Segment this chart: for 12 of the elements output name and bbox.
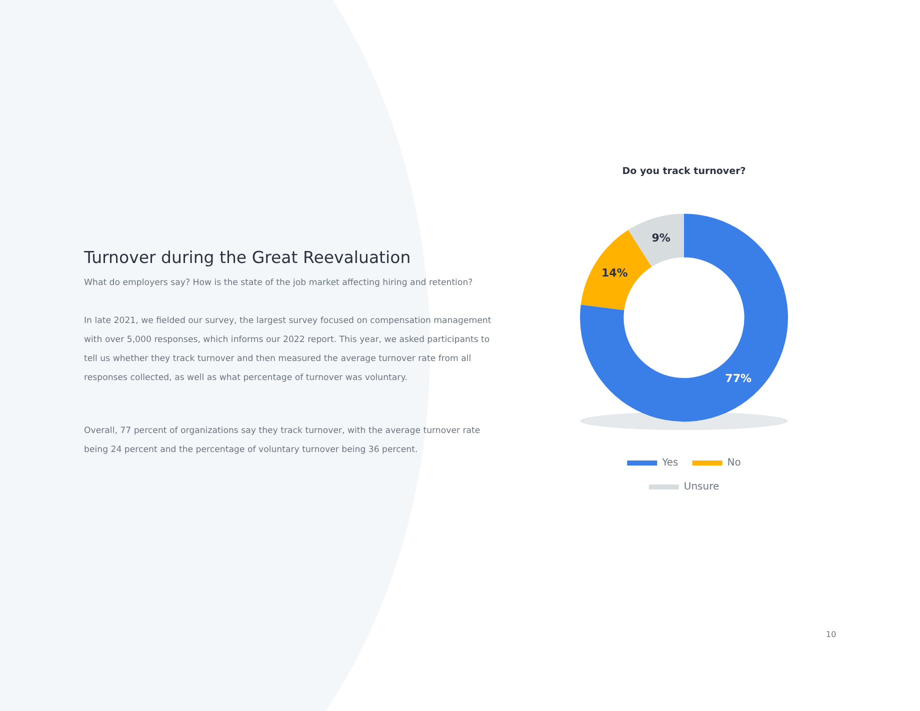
legend-label: Unsure	[684, 482, 720, 493]
legend-label: No	[727, 458, 741, 469]
text: 10	[826, 629, 836, 641]
data-label: 9%	[652, 232, 670, 245]
legend-label: Yes	[661, 458, 678, 469]
text: In late 2021, we fielded our survey, the largest survey focused on compensation management with over 5,000 responses, which informs our 2022 report. This year, we asked participants to tell us whether they track turnover and then measured the average turnover rate from all responses collected, as well as what percentage of turnover was voluntary.	[84, 315, 492, 385]
text: What do employers say? How is the state of the job market affecting hiring and retention?	[84, 277, 474, 290]
data-label: 14%	[601, 266, 628, 280]
text: Turnover during the Great Reevaluation	[84, 248, 411, 267]
chart-title: Do you track turnover?	[622, 166, 746, 178]
data-label: 77%	[725, 372, 752, 386]
text: Overall, 77 percent of organizations say they track turnover, with the average turnover rate being 24 percent and the percentage of voluntary turnover being 36 percent.	[84, 425, 482, 457]
